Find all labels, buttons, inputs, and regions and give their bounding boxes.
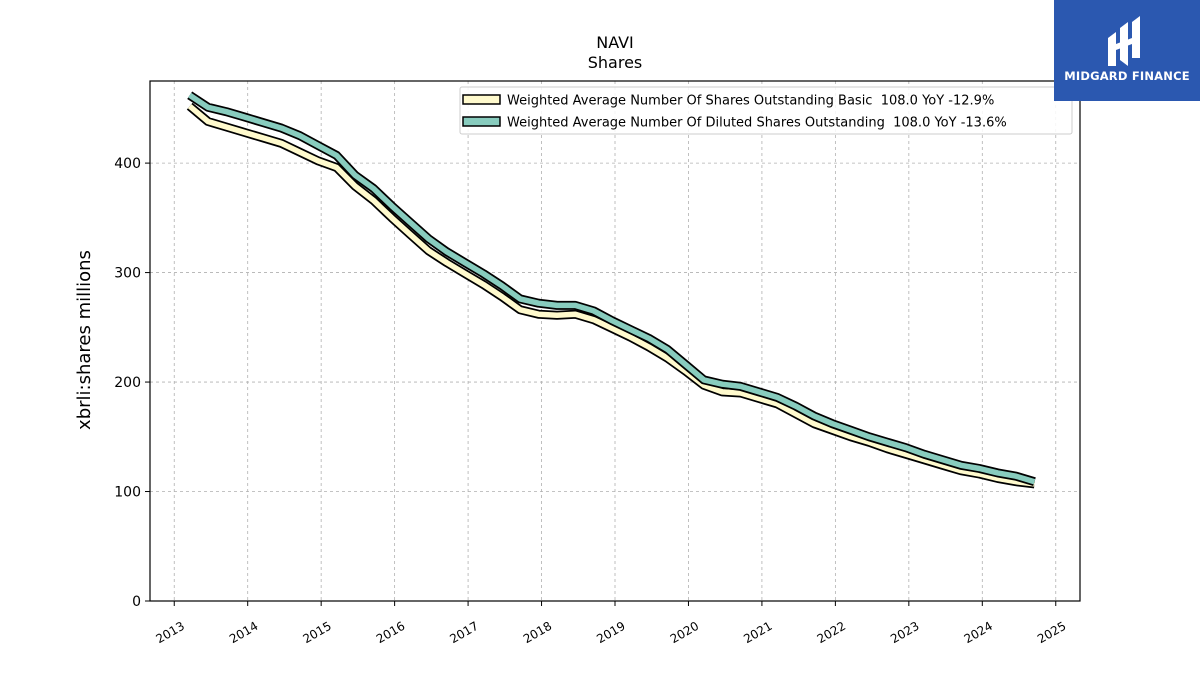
series-1-line <box>188 92 1036 485</box>
x-tick-label: 2020 <box>668 619 701 646</box>
y-tick-label: 300 <box>114 266 141 282</box>
x-tick-label: 2025 <box>1035 619 1068 646</box>
legend-swatch-diluted <box>462 116 501 127</box>
x-tick-label: 2016 <box>374 619 407 646</box>
y-axis-label: xbrli:shares millions <box>74 250 95 430</box>
y-tick-label: 0 <box>132 594 141 610</box>
x-tick-label: 2022 <box>815 619 848 646</box>
legend: Weighted Average Number Of Shares Outsta… <box>459 86 1073 135</box>
x-tick-label: 2021 <box>741 619 774 646</box>
x-tick-label: 2014 <box>227 619 260 646</box>
x-tick-label: 2024 <box>962 619 995 646</box>
x-tick-label: 2013 <box>154 619 187 646</box>
grid-layer <box>150 81 1080 601</box>
axis-layer: 2013 2014 2015 2016 2017 2018 2019 2020 2021 2022… <box>114 156 1068 646</box>
x-tick-label: 2018 <box>521 619 554 646</box>
x-tick-label: 2023 <box>888 619 921 646</box>
x-tick-label: 2015 <box>300 619 333 646</box>
legend-label-diluted: Weighted Average Number Of Diluted Share… <box>507 116 1007 131</box>
x-tick-label: 2019 <box>594 619 627 646</box>
series-layer <box>186 91 1036 489</box>
y-tick-label: 100 <box>114 485 141 501</box>
x-tick-label: 2017 <box>447 619 480 646</box>
logo-mark-icon <box>1108 16 1140 66</box>
legend-label-basic: Weighted Average Number Of Shares Outsta… <box>507 94 994 109</box>
chart-subtitle: Shares <box>588 53 643 72</box>
series-1-outline <box>187 91 1036 487</box>
logo-text: MIDGARD FINANCE <box>1064 69 1190 83</box>
midgard-finance-logo: MIDGARD FINANCE <box>1054 0 1200 101</box>
chart-title: NAVI <box>596 33 634 52</box>
y-tick-label: 400 <box>114 156 141 172</box>
legend-box <box>459 86 1073 135</box>
legend-swatch-basic <box>462 94 501 105</box>
y-tick-label: 200 <box>114 375 141 391</box>
series-0-line <box>187 104 1035 487</box>
